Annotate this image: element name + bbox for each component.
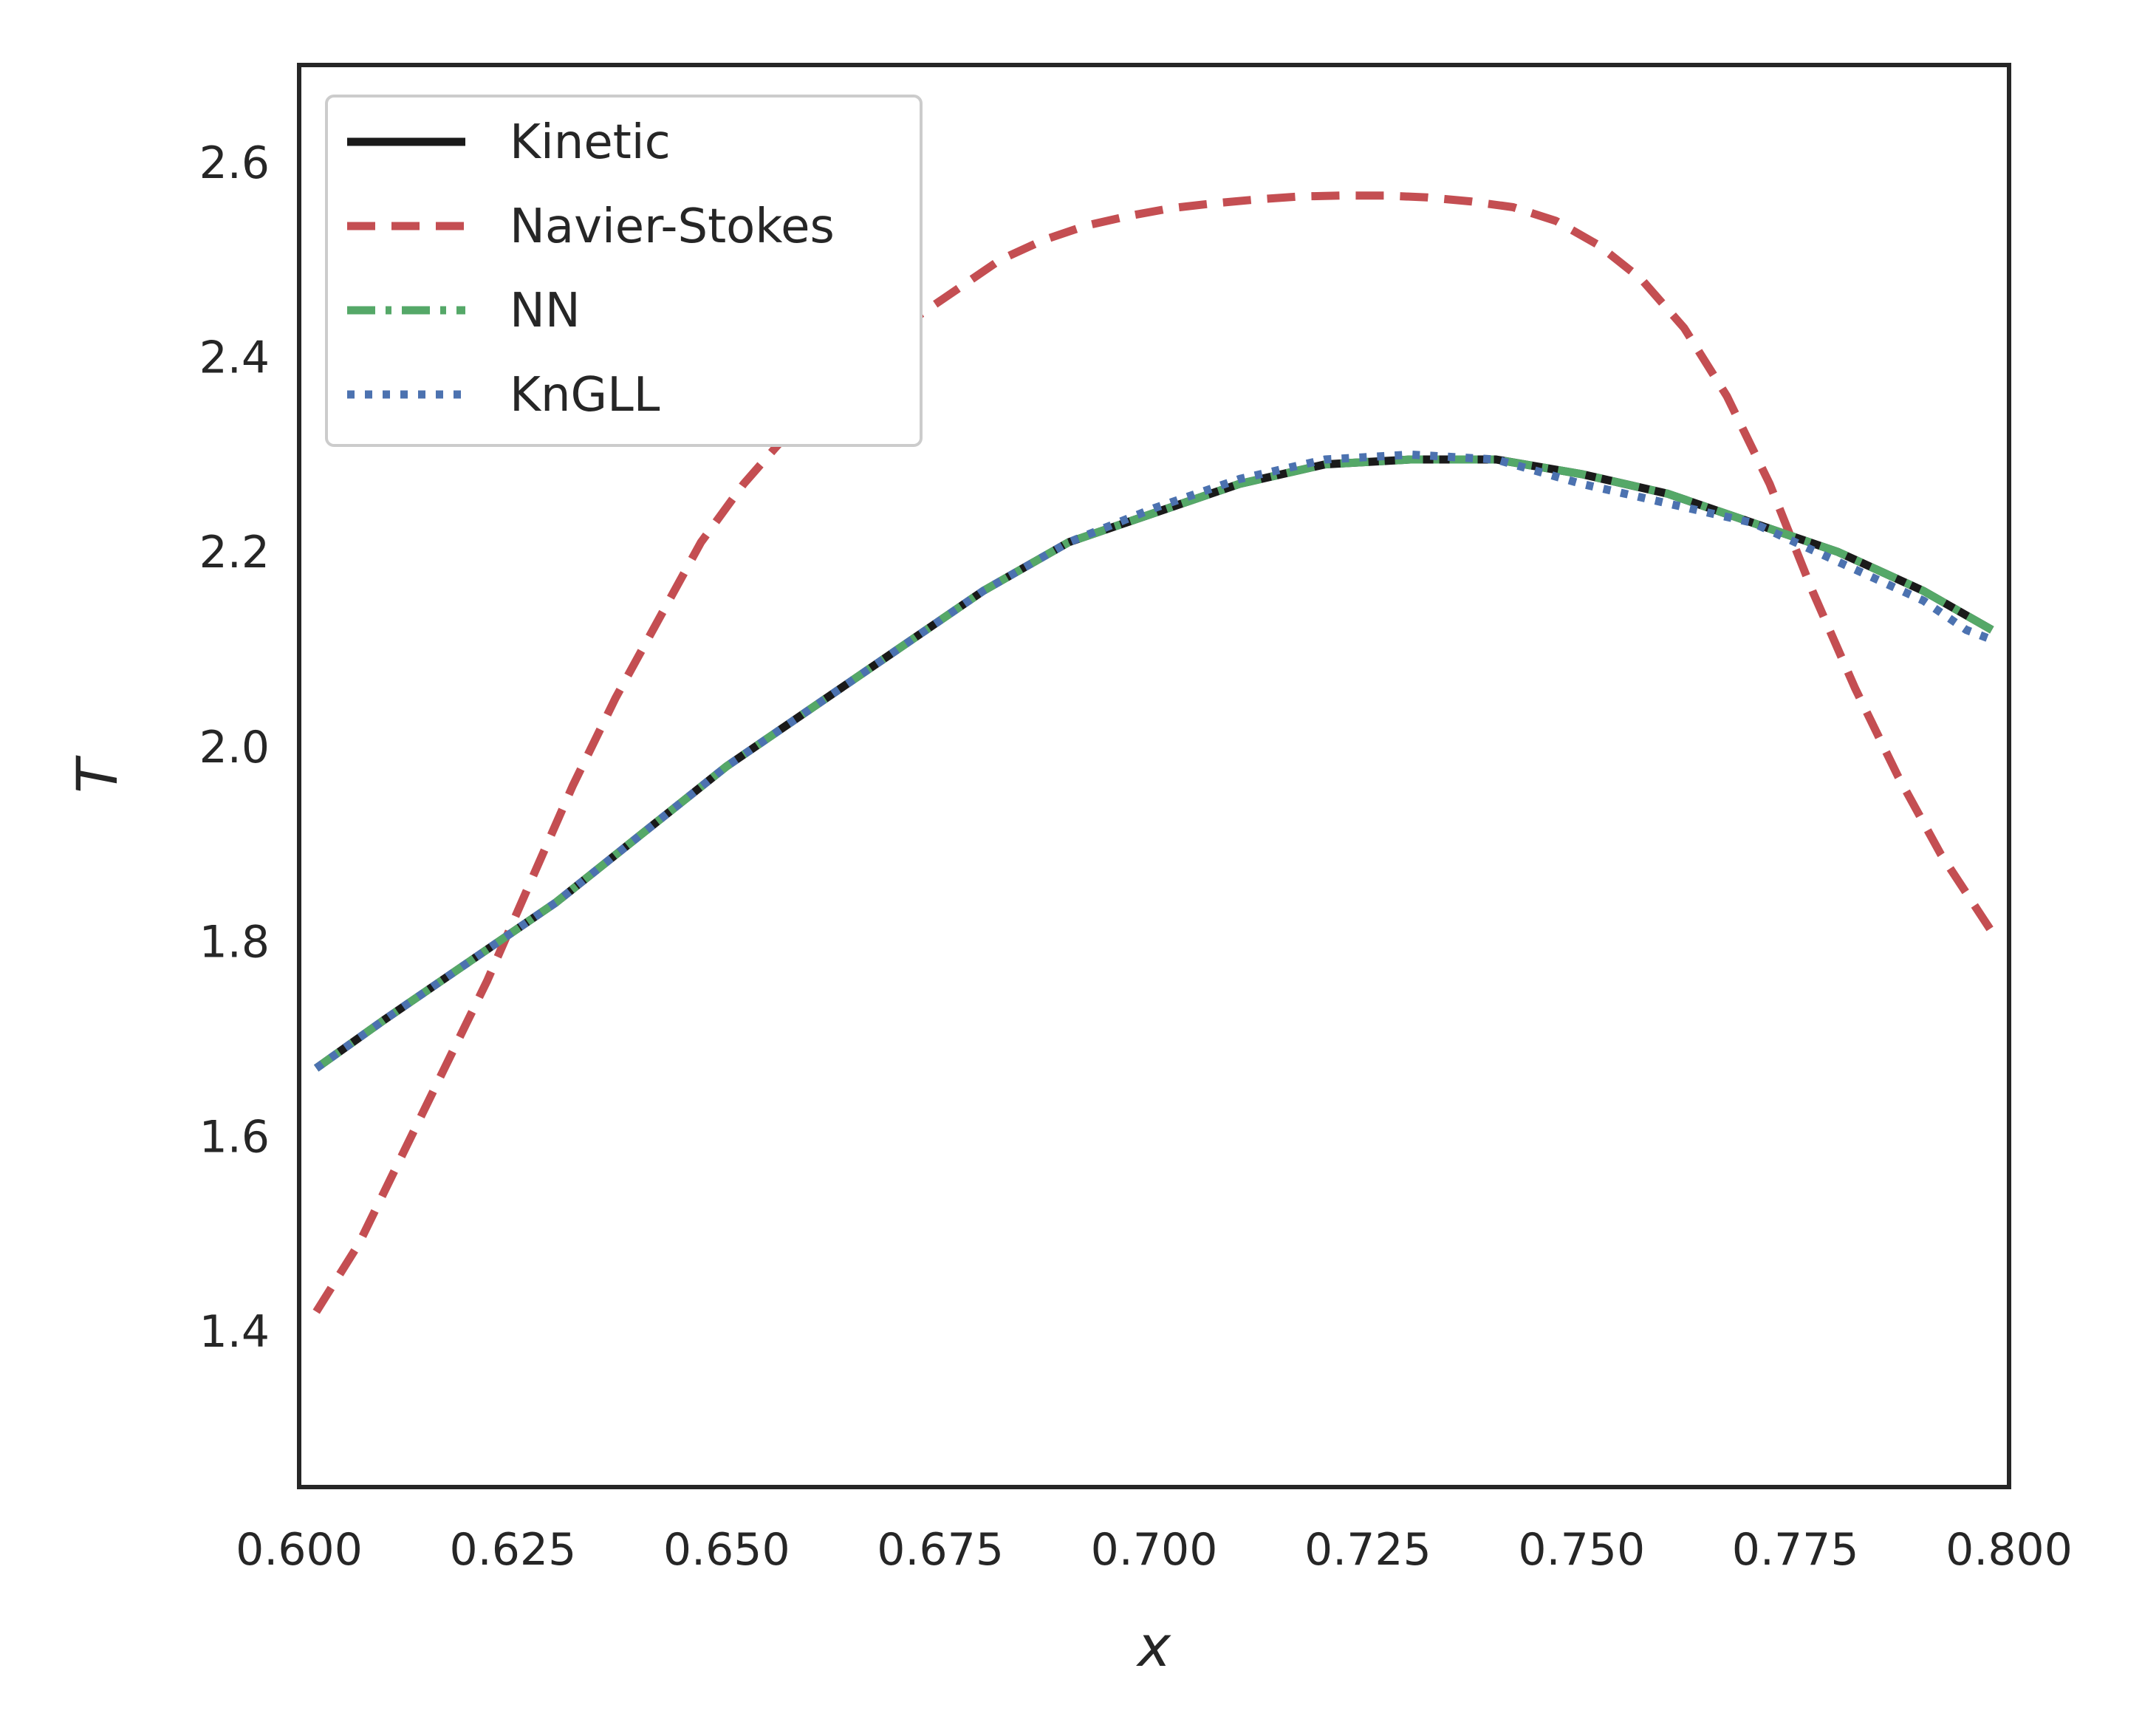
x-axis-label: x (1136, 1613, 1171, 1679)
legend-label-kngll: KnGLL (510, 368, 660, 423)
plot-layer (312, 191, 1996, 1314)
x-tick-label: 0.675 (877, 1524, 1004, 1576)
y-tick-label: 2.6 (199, 137, 270, 189)
series-line-nn (314, 455, 1994, 1072)
x-tick-label: 0.700 (1091, 1524, 1218, 1576)
axes-frame (297, 63, 2011, 1489)
series-line-navier-stokes (312, 191, 1996, 1314)
x-tick-label: 0.600 (236, 1524, 363, 1576)
y-tick-label: 2.0 (199, 722, 270, 773)
y-tick-label: 1.8 (199, 917, 270, 968)
legend: Kinetic Navier-Stokes NN KnGLL (325, 95, 923, 447)
y-ticks: 1.4 1.6 1.8 2.0 2.2 2.4 2.6 (199, 137, 270, 1358)
y-tick-label: 1.4 (199, 1306, 270, 1358)
x-tick-label: 0.650 (663, 1524, 790, 1576)
x-tick-label: 0.750 (1518, 1524, 1645, 1576)
x-tick-label: 0.775 (1732, 1524, 1859, 1576)
legend-box (325, 95, 923, 447)
x-tick-label: 0.725 (1304, 1524, 1431, 1576)
legend-label-nn: NN (510, 284, 581, 338)
y-tick-label: 1.6 (199, 1111, 270, 1163)
x-tick-label: 0.625 (449, 1524, 576, 1576)
y-tick-label: 2.4 (199, 332, 270, 384)
y-tick-label: 2.2 (199, 527, 270, 578)
legend-label-navier-stokes: Navier-Stokes (510, 199, 835, 254)
legend-label-kinetic: Kinetic (510, 115, 671, 170)
y-axis-label: T (64, 755, 130, 793)
x-tick-label: 0.800 (1946, 1524, 2073, 1576)
x-ticks: 0.600 0.625 0.650 0.675 0.700 0.725 0.750 0.775… (236, 1524, 2073, 1576)
